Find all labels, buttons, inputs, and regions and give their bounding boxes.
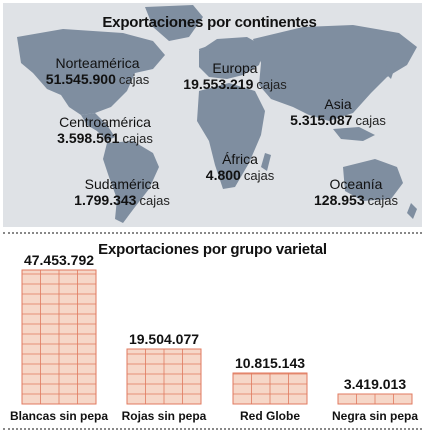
category-label: Red Globe bbox=[240, 409, 300, 423]
map-panel bbox=[3, 3, 422, 227]
region-name: Sudamérica bbox=[84, 176, 160, 192]
region-name: Asia bbox=[324, 96, 352, 112]
region-unit: cajas bbox=[367, 193, 398, 208]
region-sudamerica: Sudamérica 1.799.343 cajas bbox=[72, 176, 172, 209]
region-unit: cajas bbox=[243, 168, 275, 183]
chart-baseline bbox=[3, 428, 422, 430]
region-norteamerica: Norteamérica 51.545.900 cajas bbox=[40, 55, 155, 88]
region-unit: cajas bbox=[118, 72, 150, 87]
region-oceania: Oceanía 128.953 cajas bbox=[312, 176, 400, 209]
category-label: Negra sin pepa bbox=[332, 409, 418, 423]
region-unit: cajas bbox=[122, 131, 153, 146]
bar-value-label: 47.453.792 bbox=[24, 252, 94, 268]
region-value: 1.799.343 bbox=[74, 192, 137, 208]
world-map bbox=[17, 5, 417, 223]
region-value: 4.800 bbox=[205, 167, 241, 183]
region-unit: cajas bbox=[256, 77, 287, 92]
region-value: 19.553.219 bbox=[183, 76, 254, 92]
region-centroamerica: Centroamérica 3.598.561 cajas bbox=[55, 114, 155, 147]
bar-0 bbox=[21, 269, 97, 405]
bar-3 bbox=[337, 393, 413, 405]
region-value: 3.598.561 bbox=[57, 130, 120, 146]
region-name: Oceanía bbox=[329, 176, 383, 192]
region-name: Centroamérica bbox=[59, 114, 151, 130]
region-value: 51.545.900 bbox=[45, 71, 116, 87]
bar-value-label: 10.815.143 bbox=[235, 355, 305, 371]
region-unit: cajas bbox=[139, 193, 170, 208]
category-label: Blancas sin pepa bbox=[10, 409, 108, 423]
map-title: Exportaciones por continentes bbox=[102, 14, 317, 31]
bar-value-label: 19.504.077 bbox=[129, 331, 199, 347]
bar-1 bbox=[126, 348, 202, 405]
bar-value-label: 3.419.013 bbox=[344, 376, 406, 392]
region-africa: África 4.800 cajas bbox=[200, 151, 280, 184]
bar-2 bbox=[232, 372, 308, 405]
region-value: 128.953 bbox=[314, 192, 365, 208]
category-label: Rojas sin pepa bbox=[122, 409, 207, 423]
region-name: Norteamérica bbox=[55, 55, 140, 71]
section-divider bbox=[3, 232, 422, 234]
region-asia: Asia 5.315.087 cajas bbox=[288, 96, 388, 129]
region-value: 5.315.087 bbox=[290, 112, 353, 128]
region-unit: cajas bbox=[355, 113, 386, 128]
region-name: África bbox=[222, 151, 258, 167]
chart-title: Exportaciones por grupo varietal bbox=[98, 241, 327, 258]
region-name: Europa bbox=[212, 60, 258, 76]
region-europa: Europa 19.553.219 cajas bbox=[180, 60, 290, 93]
